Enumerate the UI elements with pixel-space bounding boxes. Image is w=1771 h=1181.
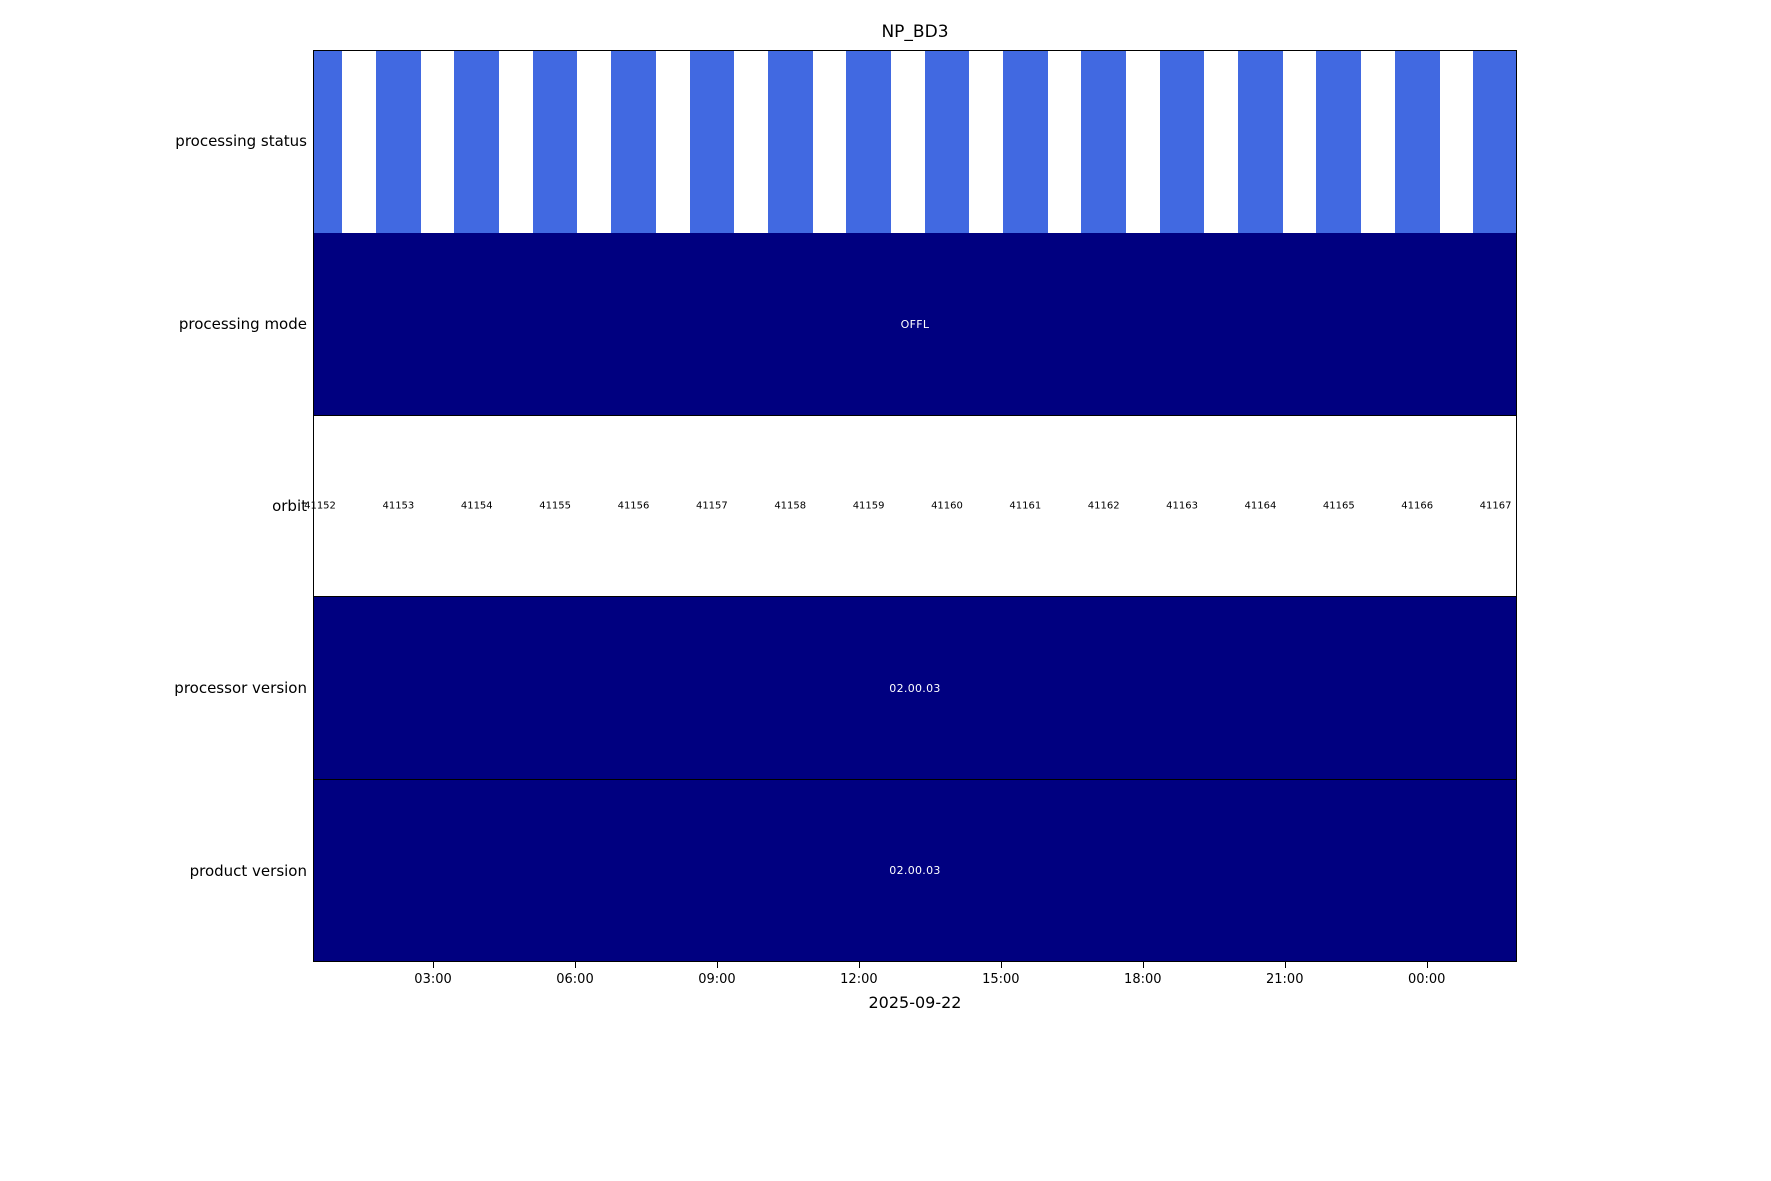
processing-status-bar (314, 51, 343, 233)
processing-status-bar (1002, 51, 1048, 233)
x-tick-label: 00:00 (1407, 972, 1446, 987)
processing-mode-row: OFFL (314, 233, 1516, 415)
x-tick-label: 06:00 (556, 972, 594, 987)
processing-status-bar (767, 51, 813, 233)
processing-status-bar (1159, 51, 1205, 233)
processing-status-bar (846, 51, 891, 233)
x-tick-mark (1284, 962, 1286, 968)
x-axis-date-label: 2025-09-22 (868, 993, 962, 1012)
x-tick-label: 09:00 (698, 972, 736, 987)
x-tick-mark (433, 962, 435, 968)
processor-version-row: 02.00.03 (314, 597, 1516, 779)
row-label-orbit: orbit (272, 497, 307, 515)
orbit-number: 41161 (1009, 500, 1042, 512)
x-tick-mark (1426, 962, 1428, 968)
orbit-number: 41163 (1166, 500, 1198, 512)
orbit-number: 41162 (1087, 500, 1120, 512)
product-version-value: 02.00.03 (889, 864, 941, 877)
x-tick-mark (858, 962, 860, 968)
x-axis: 03:00 06:00 09:00 12:00 15:00 18:00 21:00 00:00 (313, 962, 1517, 1002)
orbit-number: 41158 (774, 500, 807, 512)
orbit-number: 41165 (1322, 500, 1355, 512)
processing-status-row (314, 51, 1516, 233)
product-version-row: 02.00.03 (314, 779, 1516, 961)
orbit-number: 41153 (382, 500, 415, 512)
orbit-number: 41159 (852, 500, 885, 512)
row-label-product-version: product version (189, 862, 307, 880)
orbit-number: 41156 (617, 500, 650, 512)
processing-status-bar (1238, 51, 1283, 233)
row-label-processor-version: processor version (174, 679, 307, 697)
x-tick-label: 21:00 (1266, 972, 1304, 987)
processor-version-value: 02.00.03 (889, 681, 941, 695)
chart-title: NP_BD3 (881, 22, 949, 42)
processing-status-bar (611, 51, 656, 233)
orbit-row: 41152 41153 41154 41155 41156 41157 41158 41159… (304, 415, 1516, 597)
orbit-number: 41155 (539, 500, 572, 512)
processing-status-bar (376, 51, 421, 233)
orbit-number: 41166 (1401, 500, 1434, 512)
x-tick-mark (1142, 962, 1144, 968)
orbit-number: 41154 (460, 500, 493, 512)
processing-status-bar (1081, 51, 1127, 233)
processing-mode-value: OFFL (900, 317, 930, 331)
processing-status-bar (689, 51, 735, 233)
processing-status-bar (924, 51, 970, 233)
processing-status-bar (1473, 51, 1516, 233)
orbit-number: 41167 (1479, 500, 1512, 512)
processing-status-bar (1316, 51, 1362, 233)
orbit-number: 41157 (695, 500, 728, 512)
processing-status-bar (532, 51, 578, 233)
x-tick-label: 18:00 (1124, 972, 1162, 987)
x-tick-label: 03:00 (414, 972, 452, 987)
row-label-processing-status: processing status (175, 132, 307, 150)
x-tick-mark (716, 962, 718, 968)
orbit-number: 41152 (304, 500, 336, 512)
processing-status-bar (1394, 51, 1440, 233)
x-tick-mark (1000, 962, 1002, 968)
orbit-number: 41164 (1244, 500, 1277, 512)
processing-status-bar (454, 51, 500, 233)
x-tick-label: 12:00 (840, 972, 878, 987)
orbit-number: 41160 (931, 500, 963, 512)
x-tick-mark (574, 962, 576, 968)
x-tick-label: 15:00 (982, 972, 1020, 987)
row-label-processing-mode: processing mode (178, 315, 307, 333)
plot-area: OFFL 41152 41153 41154 41155 41156 41157 41158… (304, 50, 1517, 962)
